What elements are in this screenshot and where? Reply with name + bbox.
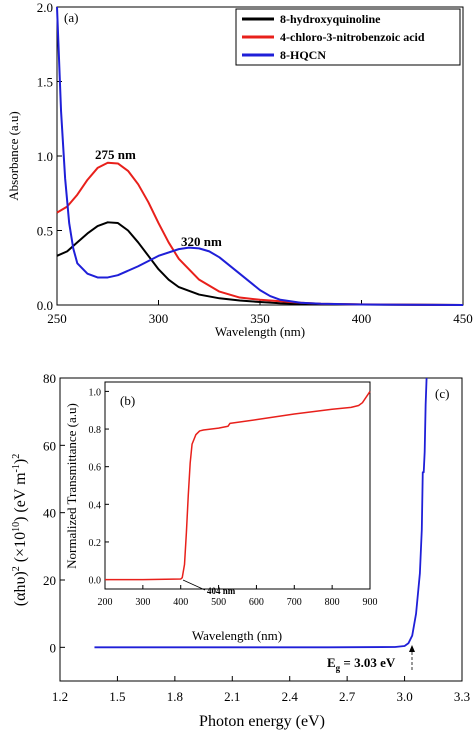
series-line-4-chloro-3-nitrobenzoic-acid xyxy=(56,161,464,306)
series-line-c-series-0 xyxy=(94,377,428,649)
b-y-tick-label: 0.8 xyxy=(89,425,102,436)
panel-b-y-axis-title: Normalized Transmittance (a.u) xyxy=(64,403,79,569)
c-x-tick-label: 3.3 xyxy=(454,689,470,704)
legend-label-8-hydroxyquinoline: 8-hydroxyquinoline xyxy=(280,12,381,26)
annotation-404nm: 404 nm xyxy=(207,586,236,596)
a-x-tick-label: 400 xyxy=(352,311,372,326)
a-y-tick-label: 2.0 xyxy=(37,0,53,15)
c-x-tick-label: 1.5 xyxy=(109,689,125,704)
eg-arrow-head xyxy=(409,645,415,652)
a-y-tick-label: 1.5 xyxy=(37,75,53,90)
legend-label-8-hqcn: 8-HQCN xyxy=(280,48,326,62)
b-x-tick-label: 500 xyxy=(211,597,226,608)
c-x-tick-label: 2.1 xyxy=(224,689,240,704)
b-x-tick-label: 400 xyxy=(173,597,188,608)
panel-c: 1.2 1.5 1.8 2.1 2.4 2.7 3.0 3.3 0 20 40 60 80 (c) E… xyxy=(11,371,470,730)
panel-a-legend: 8-hydroxyquinoline 4-chloro-3-nitrobenzo… xyxy=(235,8,461,66)
c-y-tick-label: 60 xyxy=(43,438,56,453)
panel-b-inset: 200 300 400 500 600 700 800 900 0.0 0.2 0.4 0.6 0.8… xyxy=(64,381,378,643)
panel-b-y-ticks: 0.0 0.2 0.4 0.6 0.8 1.0 xyxy=(89,387,109,587)
c-x-tick-label: 1.8 xyxy=(167,689,183,704)
b-x-tick-label: 200 xyxy=(98,597,113,608)
c-x-tick-label: 2.4 xyxy=(282,689,299,704)
b-x-tick-label: 900 xyxy=(363,597,378,608)
c-y-tick-label: 80 xyxy=(43,371,56,386)
panel-c-frame xyxy=(59,377,463,682)
panel-c-y-ticks: 0 20 40 60 80 xyxy=(43,371,65,655)
series-line-8-hqcn xyxy=(56,6,464,306)
a-x-tick-label: 250 xyxy=(47,311,67,326)
c-y-tick-label: 0 xyxy=(50,640,57,655)
a-y-tick-label: 1.0 xyxy=(37,149,53,164)
a-y-tick-label: 0.5 xyxy=(37,224,53,239)
panel-a-label: (a) xyxy=(64,10,78,25)
series-line-b-series-0 xyxy=(105,390,371,581)
panel-b-label: (b) xyxy=(120,393,135,408)
b-x-tick-label: 800 xyxy=(325,597,340,608)
a-x-tick-label: 350 xyxy=(250,311,270,326)
panel-c-label: (c) xyxy=(435,386,449,401)
panel-a-y-ticks: 0.0 0.5 1.0 1.5 2.0 xyxy=(37,0,62,313)
c-y-tick-label: 20 xyxy=(43,573,56,588)
panel-b-frame xyxy=(104,381,371,590)
c-x-tick-label: 3.0 xyxy=(396,689,412,704)
a-y-tick-label: 0.0 xyxy=(37,298,53,313)
b-x-tick-label: 300 xyxy=(135,597,150,608)
panel-a-series xyxy=(56,6,464,306)
series-line-8-hydroxyquinoline xyxy=(56,221,464,306)
b-y-tick-label: 0.2 xyxy=(89,538,102,549)
b-y-tick-label: 0.6 xyxy=(89,463,102,474)
panel-b-x-axis-title: Wavelength (nm) xyxy=(192,628,282,643)
b-x-tick-label: 600 xyxy=(249,597,264,608)
annotation-275nm: 275 nm xyxy=(95,147,136,162)
panel-a-y-axis-title: Absorbance (a.u) xyxy=(6,111,21,201)
b-x-tick-label: 700 xyxy=(287,597,302,608)
annotation-404nm-pointer xyxy=(182,579,206,591)
panel-c-x-axis-title: Photon energy (eV) xyxy=(199,713,325,730)
panel-b-x-ticks: 200 300 400 500 600 700 800 900 xyxy=(98,585,378,608)
a-x-tick-label: 450 xyxy=(453,311,473,326)
b-y-tick-label: 0.0 xyxy=(89,576,102,587)
panel-a: 250 300 350 400 450 0.0 0.5 1.0 1.5 2.0 (a) 8-hy… xyxy=(6,0,473,339)
legend-label-4-chloro-3-nitrobenzoic-acid: 4-chloro-3-nitrobenzoic acid xyxy=(280,30,425,44)
panel-c-x-ticks: 1.2 1.5 1.8 2.1 2.4 2.7 3.0 3.3 xyxy=(52,676,470,704)
panel-c-series xyxy=(94,377,428,649)
a-x-tick-label: 300 xyxy=(149,311,169,326)
panel-b-series xyxy=(105,390,371,581)
panel-c-y-axis-title: (αhυ)2 (×1010) (eV m-1)2 xyxy=(11,454,29,606)
b-y-tick-label: 1.0 xyxy=(89,387,102,398)
b-y-tick-label: 0.4 xyxy=(89,500,102,511)
c-y-tick-label: 40 xyxy=(43,506,56,521)
annotation-eg: Eg = 3.03 eV xyxy=(327,655,396,673)
panel-a-x-ticks: 250 300 350 400 450 xyxy=(47,300,473,326)
panel-a-x-axis-title: Wavelength (nm) xyxy=(215,324,305,339)
c-x-tick-label: 1.2 xyxy=(52,689,68,704)
annotation-320nm: 320 nm xyxy=(181,234,222,249)
c-x-tick-label: 2.7 xyxy=(339,689,356,704)
